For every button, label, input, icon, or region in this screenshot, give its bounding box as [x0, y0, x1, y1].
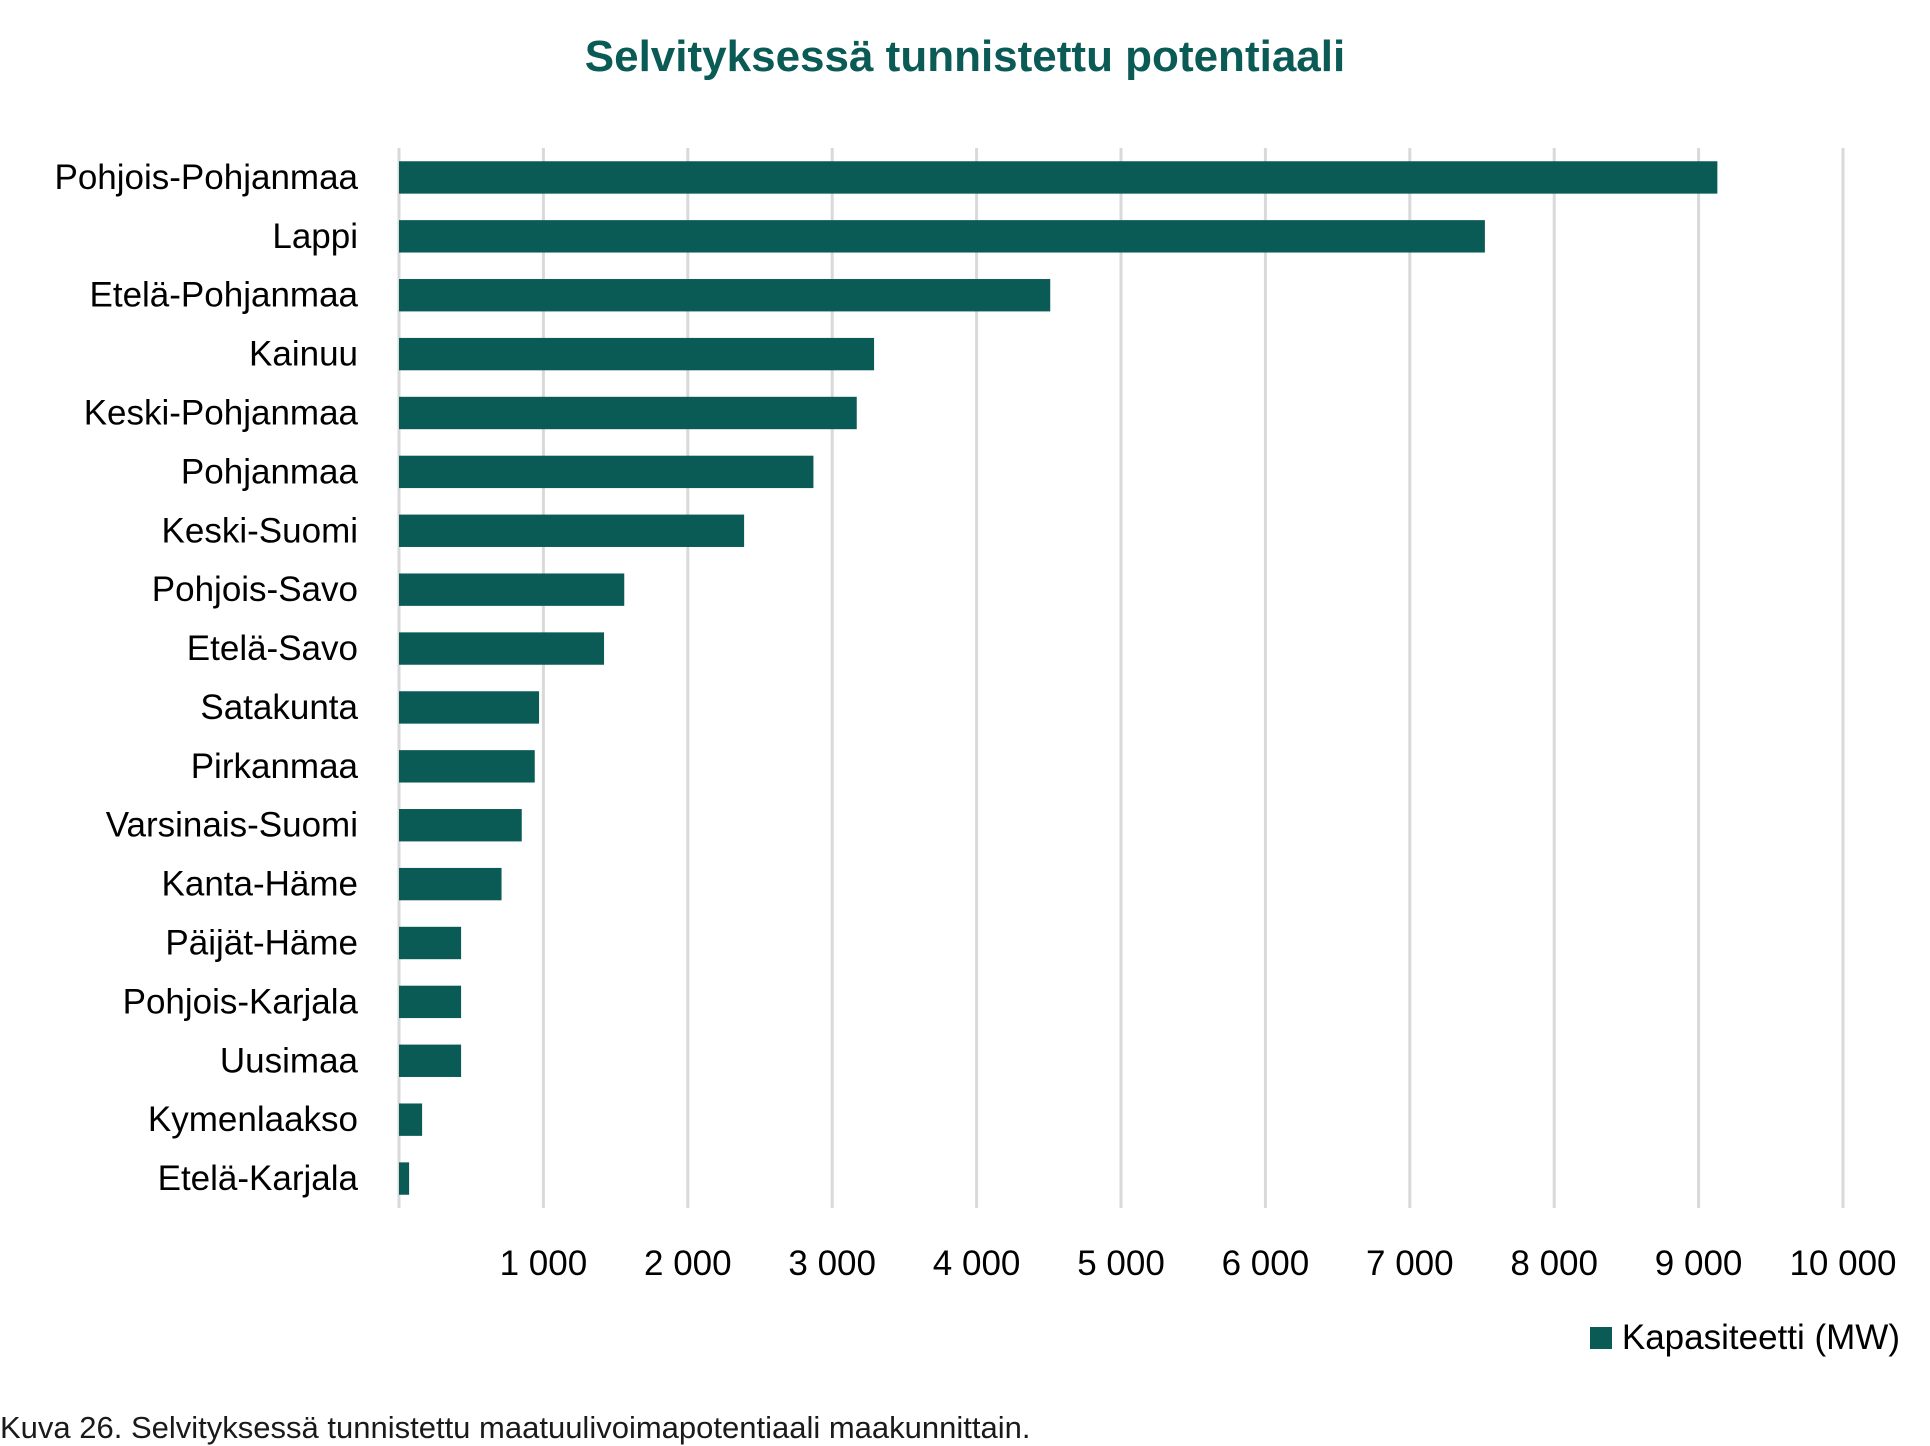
category-label: Keski-Suomi: [162, 511, 358, 550]
legend-swatch: [1589, 1327, 1612, 1349]
bar: [399, 337, 875, 371]
x-tick-label: 7 000: [1366, 1244, 1454, 1283]
category-label: Pohjois-Pohjanmaa: [54, 158, 358, 197]
category-label: Lappi: [272, 217, 358, 256]
category-label: Satakunta: [200, 688, 358, 727]
bar: [399, 985, 462, 1019]
category-label: Päijät-Häme: [165, 924, 358, 963]
category-label: Pohjanmaa: [181, 452, 359, 491]
legend-label: Kapasiteetti (MW): [1621, 1318, 1900, 1357]
legend: Kapasiteetti (MW): [1589, 1318, 1900, 1358]
bar: [399, 691, 540, 724]
category-label: Etelä-Savo: [187, 629, 358, 668]
bar: [399, 867, 502, 901]
bar: [399, 809, 522, 842]
category-label: Pohjois-Savo: [152, 570, 358, 609]
x-tick-label: 8 000: [1510, 1244, 1598, 1283]
x-tick-label: 4 000: [933, 1244, 1021, 1283]
chart-title: Selvityksessä tunnistettu potentiaali: [584, 32, 1346, 81]
bars: [399, 161, 1718, 1195]
category-label: Uusimaa: [220, 1041, 359, 1080]
bar: [399, 1162, 410, 1195]
category-label: Etelä-Pohjanmaa: [90, 276, 359, 315]
figure-caption: Kuva 26. Selvityksessä tunnistettu maatu…: [0, 1410, 1031, 1445]
gridlines: [397, 148, 1845, 1208]
bar: [399, 750, 535, 783]
bar: [399, 396, 857, 430]
category-label: Pohjois-Karjala: [123, 982, 359, 1021]
x-tick-label: 10 000: [1789, 1244, 1896, 1283]
bar: [399, 573, 625, 606]
x-tick-label: 9 000: [1655, 1244, 1743, 1283]
x-tick-labels: 1 000 2 000 3 000 4 000 5 000 6 000 7 000 8 000…: [500, 1244, 1897, 1283]
x-tick-label: 2 000: [644, 1244, 732, 1283]
bar: [399, 279, 1051, 312]
category-label: Kymenlaakso: [148, 1100, 358, 1139]
category-label: Kanta-Häme: [162, 865, 358, 904]
category-label: Keski-Pohjanmaa: [84, 394, 359, 433]
bar: [399, 632, 605, 665]
bar: [399, 514, 745, 547]
bar: [399, 161, 1718, 194]
category-label: Kainuu: [249, 335, 358, 374]
category-label: Etelä-Karjala: [158, 1159, 359, 1198]
x-tick-label: 1 000: [500, 1244, 588, 1283]
category-labels: Pohjois-Pohjanmaa Lappi Etelä-Pohjanmaa Kai…: [54, 158, 358, 1198]
bar: [399, 1044, 462, 1077]
x-tick-label: 3 000: [788, 1244, 876, 1283]
category-label: Varsinais-Suomi: [106, 806, 358, 845]
bar: [399, 926, 462, 960]
bar: [399, 1103, 423, 1136]
bar: [399, 220, 1485, 253]
x-tick-label: 5 000: [1077, 1244, 1165, 1283]
x-tick-label: 6 000: [1222, 1244, 1310, 1283]
bar: [399, 455, 814, 489]
category-label: Pirkanmaa: [191, 747, 359, 786]
